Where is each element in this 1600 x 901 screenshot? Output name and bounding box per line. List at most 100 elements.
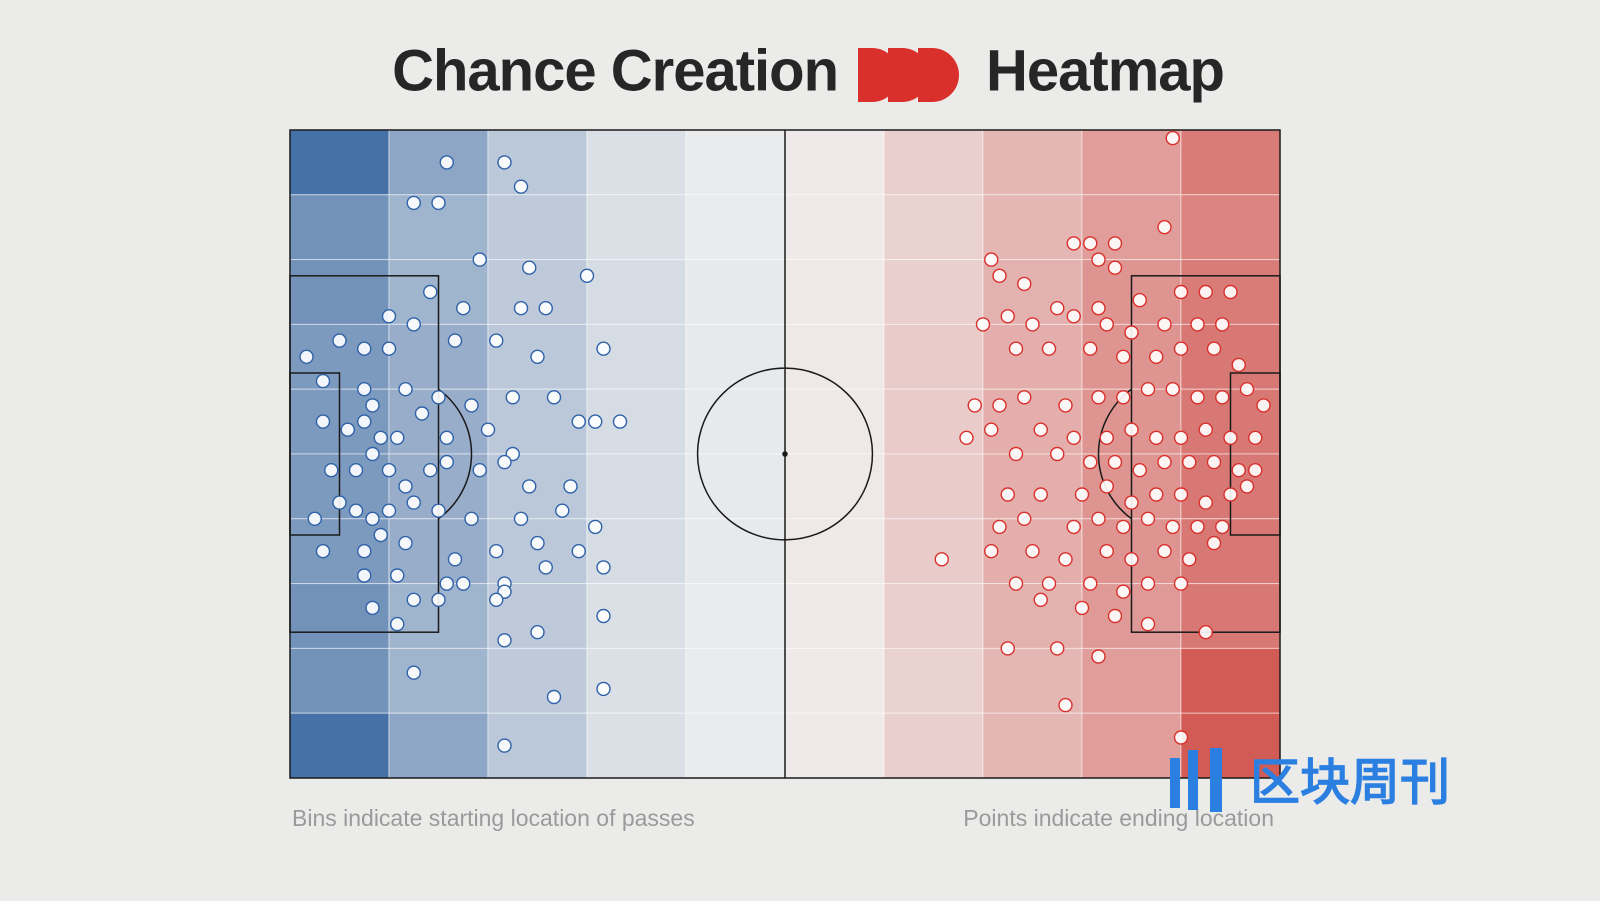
point (1215, 390, 1230, 405)
point (1173, 576, 1189, 591)
heat-bin (487, 388, 588, 455)
point (1099, 430, 1114, 445)
heat-bin (784, 583, 885, 649)
point (1091, 301, 1106, 316)
heat-bin (784, 259, 885, 325)
point (1140, 616, 1156, 632)
point (439, 576, 454, 591)
point (1033, 487, 1048, 502)
point (464, 398, 479, 413)
point (1066, 309, 1081, 324)
point (1008, 341, 1024, 356)
point (1190, 519, 1205, 535)
point (1091, 649, 1106, 664)
point (307, 511, 322, 526)
heat-bin (685, 647, 786, 714)
point (406, 665, 421, 680)
heat-bin (784, 194, 885, 261)
point (406, 195, 421, 211)
heat-bin (685, 129, 786, 196)
heat-bin (586, 194, 687, 261)
point (1173, 430, 1189, 445)
point (423, 284, 438, 300)
point (447, 552, 463, 567)
point (555, 503, 570, 518)
heat-bin (586, 453, 687, 520)
point (497, 454, 512, 470)
heat-bin (289, 583, 390, 649)
heat-bin (982, 129, 1083, 196)
point (1206, 341, 1222, 356)
point (1198, 284, 1213, 300)
point (1091, 511, 1106, 526)
point (357, 382, 372, 397)
point (373, 430, 388, 445)
point (1008, 446, 1024, 462)
point (1025, 317, 1040, 332)
point (406, 317, 421, 332)
point (1140, 511, 1156, 526)
point (1107, 454, 1123, 470)
point (1083, 341, 1098, 356)
point (1074, 487, 1090, 502)
point (1165, 519, 1180, 535)
heat-bin (1180, 583, 1281, 649)
heat-bin (883, 712, 984, 779)
heat-bin (883, 323, 984, 390)
point (579, 268, 595, 283)
point (406, 592, 421, 607)
point (497, 738, 512, 753)
heat-bin (685, 583, 786, 649)
point (1140, 576, 1156, 591)
pitch-box (289, 372, 341, 536)
point (563, 479, 578, 494)
heat-bin (784, 712, 885, 779)
point (1190, 390, 1205, 405)
point (332, 333, 347, 348)
point (489, 544, 504, 559)
point (439, 454, 454, 470)
point (365, 511, 380, 526)
point (1000, 487, 1015, 502)
heat-bin (685, 194, 786, 261)
point (1116, 390, 1131, 405)
point (1223, 284, 1238, 300)
point (1248, 430, 1263, 445)
point (1041, 576, 1057, 591)
heat-bin (586, 388, 687, 455)
point (612, 414, 628, 429)
point (381, 341, 397, 356)
point (1256, 398, 1271, 413)
heat-bin (586, 129, 687, 196)
heat-bin (784, 129, 885, 196)
point (315, 414, 331, 429)
point (1008, 576, 1024, 591)
point (967, 398, 982, 413)
heat-bin (883, 259, 984, 325)
heat-bin (289, 712, 390, 779)
point (530, 535, 545, 551)
point (1165, 382, 1180, 397)
point (1099, 544, 1114, 559)
point (431, 503, 446, 518)
point (1041, 341, 1057, 356)
point (390, 430, 405, 445)
centre-spot (782, 451, 788, 457)
point (1116, 584, 1131, 599)
point (522, 479, 537, 494)
note: Points indicate ending location (963, 805, 1274, 831)
point (299, 349, 314, 364)
point (365, 600, 380, 616)
point (431, 390, 446, 405)
point (348, 463, 364, 478)
heat-bin (388, 647, 489, 714)
point (505, 390, 520, 405)
point (1157, 454, 1172, 470)
heat-bin (883, 583, 984, 649)
point (513, 301, 529, 316)
point (984, 544, 999, 559)
point (1066, 430, 1081, 445)
point (1099, 479, 1114, 494)
point (538, 560, 553, 575)
point (1173, 487, 1189, 502)
